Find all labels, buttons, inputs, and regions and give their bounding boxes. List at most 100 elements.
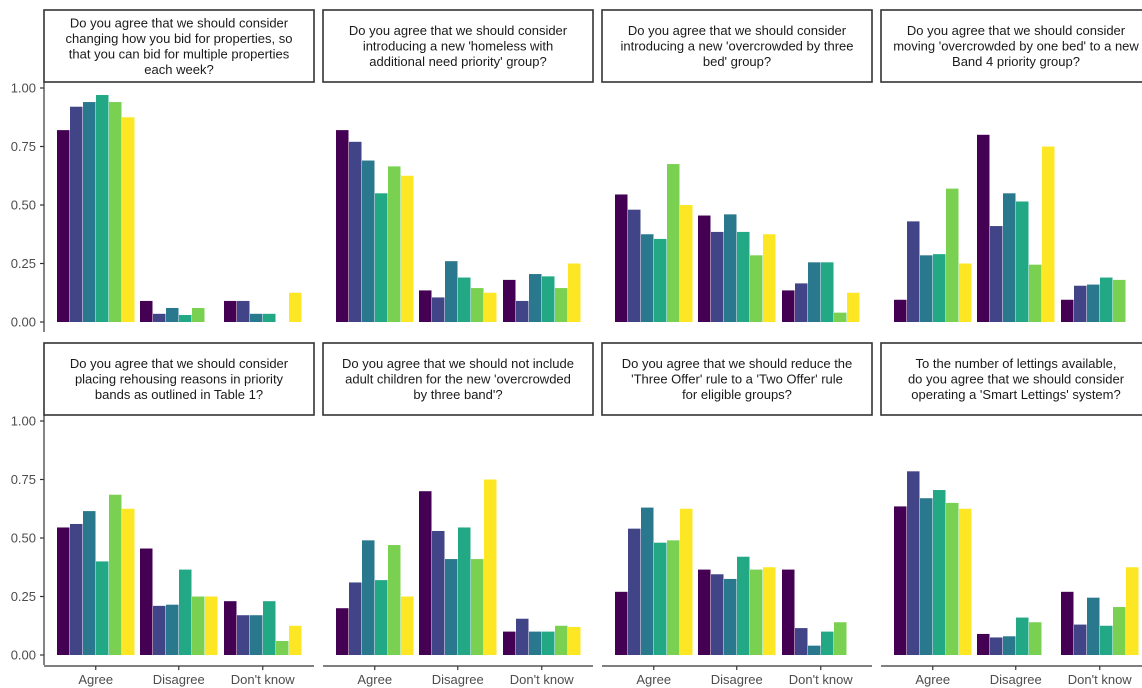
bar bbox=[750, 255, 763, 322]
panel-title-line: changing how you bid for properties, so bbox=[66, 31, 293, 46]
bar bbox=[737, 231, 750, 322]
bar bbox=[959, 263, 972, 322]
panel-title-line: Band 4 priority group? bbox=[952, 54, 1080, 69]
bar bbox=[388, 166, 401, 322]
bar bbox=[83, 102, 96, 322]
bar bbox=[516, 300, 529, 322]
bar bbox=[503, 631, 516, 655]
panel-title-line: 'Three Offer' rule to a 'Two Offer' rule bbox=[631, 372, 843, 387]
bar bbox=[250, 615, 263, 655]
bar bbox=[920, 498, 933, 655]
bar bbox=[122, 508, 135, 655]
y-tick-label: 0.25 bbox=[11, 256, 36, 271]
bar bbox=[1100, 625, 1113, 655]
bar bbox=[401, 175, 414, 322]
panel-title-box bbox=[601, 342, 873, 416]
y-tick-label: 0.25 bbox=[11, 589, 36, 604]
bar bbox=[57, 130, 70, 322]
bar bbox=[724, 214, 737, 322]
panel-title-line: bands as outlined in Table 1? bbox=[95, 387, 263, 402]
panel-title-box bbox=[43, 342, 315, 416]
panel-title-line: Do you agree that we should consider bbox=[70, 356, 289, 371]
bar bbox=[529, 631, 542, 655]
bar bbox=[782, 569, 795, 655]
bar bbox=[83, 511, 96, 655]
panel-title-box bbox=[601, 9, 873, 83]
bar bbox=[1016, 617, 1029, 655]
bar bbox=[458, 527, 471, 655]
bar bbox=[140, 548, 153, 655]
bar bbox=[946, 502, 959, 655]
panel-title-line: introducing a new 'overcrowded by three bbox=[620, 39, 853, 54]
bar bbox=[907, 221, 920, 322]
bar bbox=[362, 160, 375, 322]
panel-title-line: moving 'overcrowded by one bed' to a new bbox=[893, 39, 1139, 54]
bar bbox=[57, 527, 70, 655]
bar bbox=[153, 605, 166, 655]
bar bbox=[654, 542, 667, 655]
bar bbox=[96, 95, 109, 323]
panel-title-line: Do you agree that we should consider bbox=[349, 23, 568, 38]
bar bbox=[224, 300, 237, 322]
panel-3: Do you agree that we should considerintr… bbox=[601, 9, 873, 322]
panel-title-line: placing rehousing reasons in priority bbox=[75, 372, 284, 387]
bar bbox=[375, 580, 388, 655]
panel-title-line: adult children for the new 'overcrowded bbox=[345, 372, 571, 387]
bar bbox=[349, 582, 362, 655]
bar bbox=[1087, 284, 1100, 322]
bar bbox=[641, 507, 654, 655]
bar bbox=[711, 231, 724, 322]
bar bbox=[432, 530, 445, 655]
bar bbox=[1074, 285, 1087, 322]
panel-title-line: do you agree that we should consider bbox=[908, 372, 1125, 387]
bar bbox=[698, 569, 711, 655]
bar bbox=[628, 528, 641, 655]
bar bbox=[250, 313, 263, 322]
y-tick-label: 0.75 bbox=[11, 472, 36, 487]
bar bbox=[1016, 201, 1029, 322]
bar bbox=[615, 591, 628, 655]
bar bbox=[336, 608, 349, 655]
bar bbox=[750, 569, 763, 655]
bar bbox=[503, 279, 516, 322]
bar bbox=[484, 479, 497, 655]
panel-title-line: Do you agree that we should consider bbox=[907, 23, 1126, 38]
panel-title-line: that you can bid for multiple properties bbox=[69, 46, 290, 61]
bar bbox=[1061, 299, 1074, 322]
bar bbox=[894, 506, 907, 655]
x-tick-label: Don't know bbox=[510, 672, 575, 687]
bar bbox=[821, 262, 834, 322]
x-tick-label: Disagree bbox=[432, 672, 484, 687]
bar bbox=[362, 540, 375, 655]
bar bbox=[109, 102, 122, 322]
bar bbox=[445, 559, 458, 655]
panel-title-line: Do you agree that we should consider bbox=[628, 23, 847, 38]
y-tick-label: 1.00 bbox=[11, 414, 36, 429]
bar bbox=[763, 567, 776, 655]
bar bbox=[946, 188, 959, 322]
panel-title-line: introducing a new 'homeless with bbox=[363, 39, 553, 54]
x-tick-label: Don't know bbox=[789, 672, 854, 687]
panel-8: To the number of lettings available,do y… bbox=[880, 342, 1142, 687]
panel-title-line: Do you agree that we should not include bbox=[342, 356, 574, 371]
bar bbox=[933, 254, 946, 322]
panel-title-box bbox=[322, 342, 594, 416]
bar bbox=[349, 141, 362, 322]
x-tick-label: Disagree bbox=[153, 672, 205, 687]
bar bbox=[933, 490, 946, 655]
y-tick-label: 0.00 bbox=[11, 315, 36, 330]
bar bbox=[959, 508, 972, 655]
bar bbox=[516, 618, 529, 655]
bar bbox=[224, 601, 237, 655]
bar bbox=[737, 556, 750, 655]
bar bbox=[153, 313, 166, 322]
bar bbox=[1074, 624, 1087, 655]
panel-title-line: for eligible groups? bbox=[682, 387, 792, 402]
bar bbox=[894, 299, 907, 322]
panel-title-line: Do you agree that we should reduce the bbox=[622, 356, 853, 371]
panel-title-line: additional need priority' group? bbox=[369, 54, 546, 69]
bar bbox=[1029, 264, 1042, 322]
x-tick-label: Disagree bbox=[711, 672, 763, 687]
bar bbox=[795, 283, 808, 322]
